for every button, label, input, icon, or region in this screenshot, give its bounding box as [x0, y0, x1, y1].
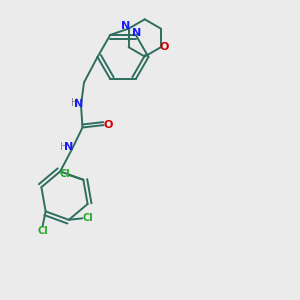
- Text: Cl: Cl: [37, 226, 48, 236]
- Text: H: H: [60, 142, 67, 152]
- Text: N: N: [64, 142, 73, 152]
- Text: N: N: [132, 28, 142, 38]
- Text: Cl: Cl: [59, 169, 70, 179]
- Text: O: O: [160, 42, 169, 52]
- Text: N: N: [121, 21, 130, 31]
- Text: Cl: Cl: [82, 213, 93, 223]
- Text: H: H: [71, 98, 78, 109]
- Text: O: O: [103, 119, 113, 130]
- Text: N: N: [74, 99, 83, 109]
